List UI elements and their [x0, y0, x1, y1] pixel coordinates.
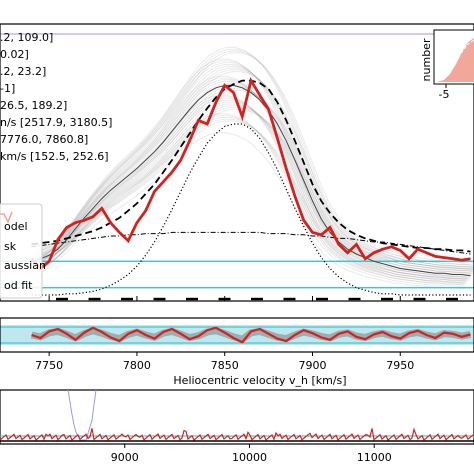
parameter-label: .2, 23.2] — [0, 65, 46, 78]
main-spectrum-panel: .2, 109.0] 0.02] .2, 23.2] -1] 26.5, 189.2] n… — [0, 23, 474, 387]
model-curve — [31, 231, 471, 255]
model-curves — [30, 76, 471, 296]
posterior-draw — [29, 99, 469, 280]
parameter-label: 7776.0, 7860.8] — [0, 133, 88, 146]
full-spectrum-panel: 9000 10000 11000 — [0, 389, 474, 464]
posterior-draw — [36, 50, 474, 267]
legend: odel sk aussian od fit — [0, 203, 46, 299]
posterior-draw — [24, 132, 464, 290]
legend-entry: od fit — [4, 279, 33, 292]
x-tick-label: 7950 — [386, 359, 414, 372]
x-tick-label: 7850 — [211, 359, 239, 372]
data-line — [30, 76, 471, 271]
cyan-reference-lines — [0, 260, 474, 289]
posterior-draw — [24, 94, 464, 286]
inset-tick-label: -5 — [439, 88, 450, 101]
full-spectrum-upper-line — [67, 389, 97, 441]
main-x-ticks — [48, 296, 401, 301]
posterior-draw — [29, 62, 469, 277]
residual-line — [31, 326, 471, 344]
posterior-draw — [24, 113, 464, 288]
posterior-draw — [26, 77, 466, 283]
inset-histogram-fill — [436, 38, 474, 82]
legend-entry: aussian — [4, 259, 46, 272]
x-tick-label: 7750 — [35, 359, 63, 372]
posterior-draw — [27, 79, 468, 281]
legend-line-data — [0, 211, 13, 224]
parameter-label: km/s [152.5, 252.6] — [0, 150, 109, 163]
posterior-draw — [33, 65, 473, 273]
posterior-draw — [27, 117, 468, 284]
x-tick-label: 10000 — [232, 451, 267, 464]
parameter-label: 0.02] — [0, 48, 29, 61]
full-spectrum-x-ticks: 9000 10000 11000 — [111, 444, 392, 464]
model-curve — [31, 123, 471, 296]
full-spectrum-frame — [0, 389, 474, 445]
posterior-draw — [27, 60, 468, 279]
residual-frame — [0, 317, 474, 353]
legend-entry: sk — [4, 240, 17, 253]
x-tick-label: 9000 — [111, 451, 139, 464]
parameter-label: .2, 109.0] — [0, 31, 53, 44]
parameter-labels: .2, 109.0] 0.02] .2, 23.2] -1] 26.5, 189.2] n… — [0, 31, 112, 163]
residual-panel: 7750 7800 7850 7900 7950 — [0, 317, 474, 372]
posterior-draw — [26, 115, 466, 286]
posterior-draw — [38, 71, 474, 266]
posterior-draw — [27, 98, 468, 282]
inset-histogram: -5 number — [420, 29, 474, 101]
model-curve — [31, 79, 471, 253]
model-curve — [31, 84, 471, 277]
posterior-draw — [36, 69, 474, 268]
parameter-label: -1] — [0, 82, 15, 95]
residual-band — [0, 325, 474, 345]
parameter-label: n/s [2517.9, 3180.5] — [0, 116, 112, 129]
posterior-draw — [26, 58, 466, 281]
posterior-draw — [31, 101, 471, 278]
posterior-draw — [31, 64, 471, 275]
legend-box — [0, 203, 43, 299]
inset-y-label: number — [420, 38, 433, 81]
posterior-draw — [34, 105, 474, 274]
residual-x-tick-labels: 7750 7800 7850 7900 7950 — [35, 352, 414, 372]
residual-line — [31, 326, 471, 344]
inset-kde-line — [435, 39, 474, 83]
posterior-draw — [38, 108, 474, 270]
posterior-draw — [38, 90, 474, 268]
full-spectrum-line — [0, 427, 474, 441]
x-tick-label: 7900 — [298, 359, 326, 372]
posterior-draw — [24, 75, 464, 285]
legend-entry: odel — [4, 220, 28, 233]
x-tick-label: 7800 — [123, 359, 151, 372]
posterior-draw — [34, 48, 474, 269]
posterior-draw — [36, 107, 474, 272]
posterior-draw — [34, 67, 474, 271]
x-tick-label: 11000 — [357, 451, 392, 464]
posterior-draw — [34, 86, 474, 272]
full-spectrum-series — [0, 427, 474, 442]
x-axis-label: Heliocentric velocity v_h [km/s] — [173, 374, 346, 387]
main-panel-frame — [0, 23, 474, 302]
posterior-draw — [29, 118, 469, 282]
parameter-label: 26.5, 189.2] — [0, 99, 67, 112]
